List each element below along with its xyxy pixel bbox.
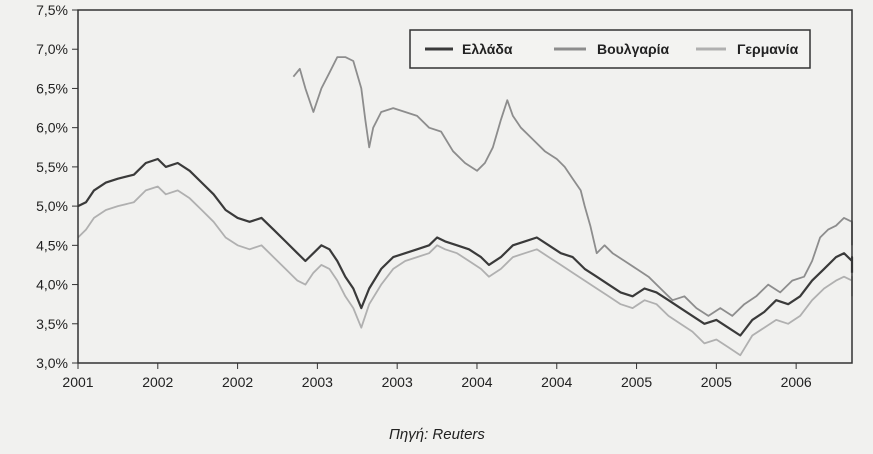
series-line-2 bbox=[77, 185, 853, 357]
legend-box bbox=[409, 29, 811, 69]
y-tick-label: 3,5% bbox=[36, 316, 68, 332]
x-tick-label: 2002 bbox=[222, 374, 253, 390]
legend-label-voulgaria: Βουλγαρία bbox=[597, 41, 670, 57]
x-tick-label: 2006 bbox=[781, 374, 812, 390]
x-axis-ticks: 2001 2002 2002 2003 2003 2004 2004 2005 2005 2006 bbox=[62, 363, 812, 390]
x-tick-label: 2004 bbox=[541, 374, 572, 390]
series-line-0 bbox=[77, 157, 854, 337]
x-tick-label: 2001 bbox=[62, 374, 93, 390]
y-tick-label: 4,0% bbox=[36, 277, 68, 293]
x-tick-label: 2005 bbox=[621, 374, 652, 390]
legend: Ελλάδα Βουλγαρία Γερμανία bbox=[409, 29, 811, 69]
source-note: Πηγή: Reuters bbox=[389, 426, 485, 443]
y-tick-label: 7,0% bbox=[36, 41, 68, 57]
y-tick-label: 5,5% bbox=[36, 159, 68, 175]
y-tick-label: 6,0% bbox=[36, 120, 68, 136]
plot-frame bbox=[77, 9, 853, 364]
series-line-1 bbox=[292, 56, 853, 317]
y-tick-label: 3,0% bbox=[36, 355, 68, 371]
x-tick-label: 2003 bbox=[302, 374, 333, 390]
y-tick-label: 7,5% bbox=[36, 2, 68, 18]
y-tick-label: 4,5% bbox=[36, 237, 68, 253]
legend-label-ellada: Ελλάδα bbox=[462, 41, 513, 57]
y-tick-label: 5,0% bbox=[36, 198, 68, 214]
x-tick-label: 2002 bbox=[142, 374, 173, 390]
x-tick-label: 2004 bbox=[461, 374, 492, 390]
series-layer bbox=[77, 56, 854, 357]
x-tick-label: 2005 bbox=[701, 374, 732, 390]
y-axis-ticks: 3,0% 3,5% 4,0% 4,5% 5,0% 5,5% 6,0% 6,5% 7,0% 7,5% bbox=[36, 2, 78, 371]
legend-label-germania: Γερμανία bbox=[737, 41, 799, 57]
y-tick-label: 6,5% bbox=[36, 80, 68, 96]
x-tick-label: 2003 bbox=[382, 374, 413, 390]
